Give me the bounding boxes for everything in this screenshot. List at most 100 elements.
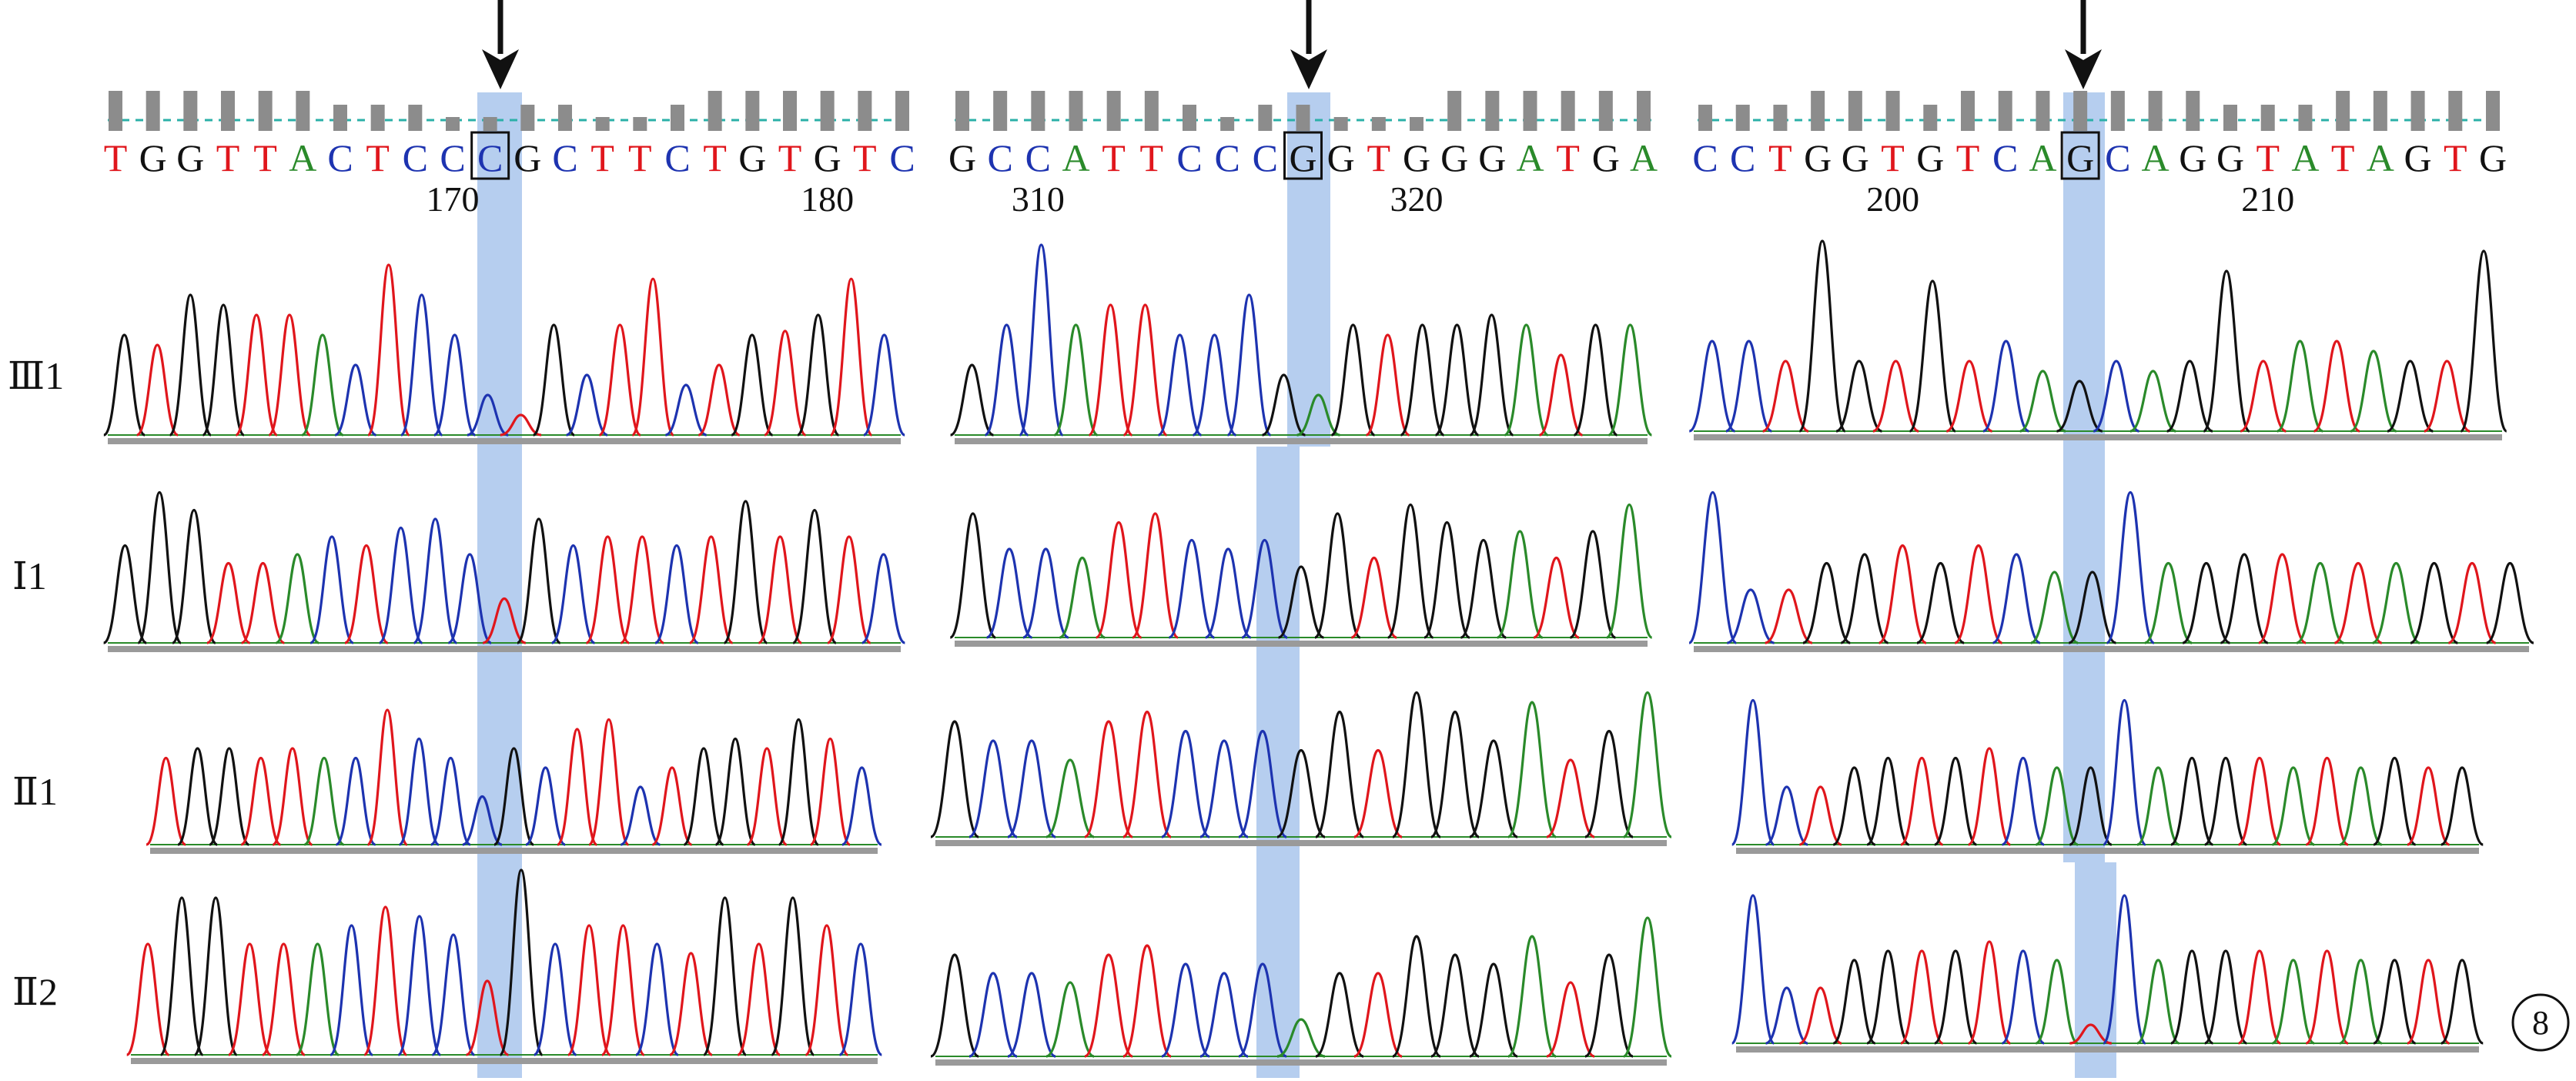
- trace-peak: [1731, 894, 1775, 1045]
- mutation-highlight: [477, 92, 522, 447]
- row-label-II1: Ⅱ1: [12, 770, 58, 813]
- trace-peak: [2258, 553, 2307, 644]
- trace-peak: [431, 933, 476, 1056]
- trace-peak: [1460, 538, 1507, 639]
- trace-peak: [1762, 360, 1809, 433]
- trace-peak: [758, 535, 802, 644]
- base-call-letter: C: [477, 136, 503, 179]
- trace-peak: [1607, 323, 1653, 437]
- trace-peak: [1967, 747, 2012, 846]
- trace-peak: [1122, 944, 1172, 1058]
- trace-baseline: [108, 646, 901, 652]
- base-call-letter: G: [1440, 136, 1468, 179]
- quality-bar: [671, 105, 684, 131]
- base-call-letter: T: [104, 136, 128, 179]
- trace-peak: [1731, 698, 1775, 846]
- trace-baseline: [108, 438, 901, 444]
- trace-peak: [430, 756, 471, 846]
- trace-peak: [829, 277, 873, 437]
- trace-peak: [1606, 503, 1653, 639]
- trace-peak: [1967, 940, 2012, 1045]
- base-call-letter: T: [2256, 136, 2280, 179]
- quality-bar: [370, 105, 385, 131]
- trace-peak: [2424, 360, 2471, 433]
- quality-bar: [2036, 91, 2050, 131]
- quality-bar: [296, 91, 310, 131]
- trace-peak: [533, 942, 577, 1056]
- panel-tag-label: 8: [2532, 1004, 2549, 1042]
- trace-peak: [1765, 785, 1808, 846]
- trace-peak: [683, 747, 724, 846]
- quality-bar: [708, 91, 722, 131]
- trace-peak: [2372, 561, 2420, 644]
- trace-peak: [1900, 756, 1944, 846]
- trace-peak: [135, 343, 179, 437]
- trace-peak: [1725, 340, 1772, 433]
- trace-peak: [1045, 758, 1095, 838]
- trace-peak: [2387, 360, 2434, 433]
- trace-peak: [598, 323, 642, 437]
- trace-peak: [171, 508, 217, 644]
- trace-peak: [1798, 239, 1847, 433]
- quality-bar: [2486, 91, 2500, 131]
- quality-bar: [333, 105, 347, 131]
- base-call-letter: C: [1692, 136, 1718, 179]
- base-call-letter: A: [1062, 136, 1089, 179]
- trace-peak: [379, 526, 423, 644]
- quality-bar: [1371, 117, 1386, 131]
- base-call-letter: C: [403, 136, 428, 179]
- quality-bar: [895, 91, 909, 131]
- trace-peak: [267, 313, 312, 437]
- quality-bar: [2298, 105, 2313, 131]
- trace-peak: [467, 393, 509, 437]
- trace-peak: [2069, 1023, 2113, 1045]
- trace-baseline: [955, 641, 1648, 647]
- quality-bar: [258, 91, 273, 131]
- position-label: 200: [1866, 179, 1919, 219]
- trace-peak: [620, 535, 664, 644]
- trace-peak: [159, 896, 205, 1056]
- trace-peak: [1533, 556, 1580, 639]
- base-call-letter: T: [853, 136, 877, 179]
- trace-peak: [1688, 340, 1736, 433]
- trace-peak: [969, 739, 1018, 838]
- trace-peak: [664, 383, 708, 437]
- trace-peak: [796, 313, 840, 437]
- trace-peak: [2339, 766, 2383, 846]
- trace-peak: [2056, 380, 2103, 433]
- trace-baseline: [935, 1059, 1667, 1066]
- base-call-letter: C: [1992, 136, 2018, 179]
- trace-peak: [1122, 710, 1172, 838]
- trace-peak: [1507, 701, 1557, 838]
- trace-peak: [2305, 949, 2349, 1045]
- trace-peak: [335, 756, 376, 846]
- base-call-letter: T: [590, 136, 614, 179]
- trace-peak: [669, 952, 713, 1056]
- quality-bar: [595, 117, 610, 131]
- trace-peak: [1878, 544, 1927, 644]
- base-call-letter: G: [1804, 136, 1832, 179]
- trace-peak: [1507, 935, 1557, 1058]
- trace-peak: [363, 905, 408, 1056]
- base-call-letter: G: [176, 136, 204, 179]
- base-call-letter: T: [628, 136, 652, 179]
- trace-peak: [585, 535, 630, 644]
- quality-bar: [1885, 91, 1900, 131]
- panel-tag-circle: [2511, 993, 2570, 1052]
- trace-peak: [1022, 547, 1069, 639]
- trace-peak: [2182, 561, 2231, 644]
- trace-peak: [447, 553, 492, 644]
- trace-peak: [702, 896, 748, 1056]
- quality-bar: [558, 105, 572, 131]
- down-arrow-icon: [1290, 49, 1327, 89]
- quality-bar: [1069, 91, 1083, 131]
- trace-peak: [1434, 323, 1480, 437]
- trace-baseline: [935, 840, 1667, 846]
- trace-peak: [2441, 766, 2484, 846]
- quality-bar: [783, 91, 797, 131]
- base-call-letter: C: [440, 136, 465, 179]
- quality-bar: [520, 105, 535, 131]
- base-call-letter: G: [1842, 136, 1869, 179]
- trace-peak: [1934, 756, 1978, 846]
- base-call-letter: T: [1956, 136, 1980, 179]
